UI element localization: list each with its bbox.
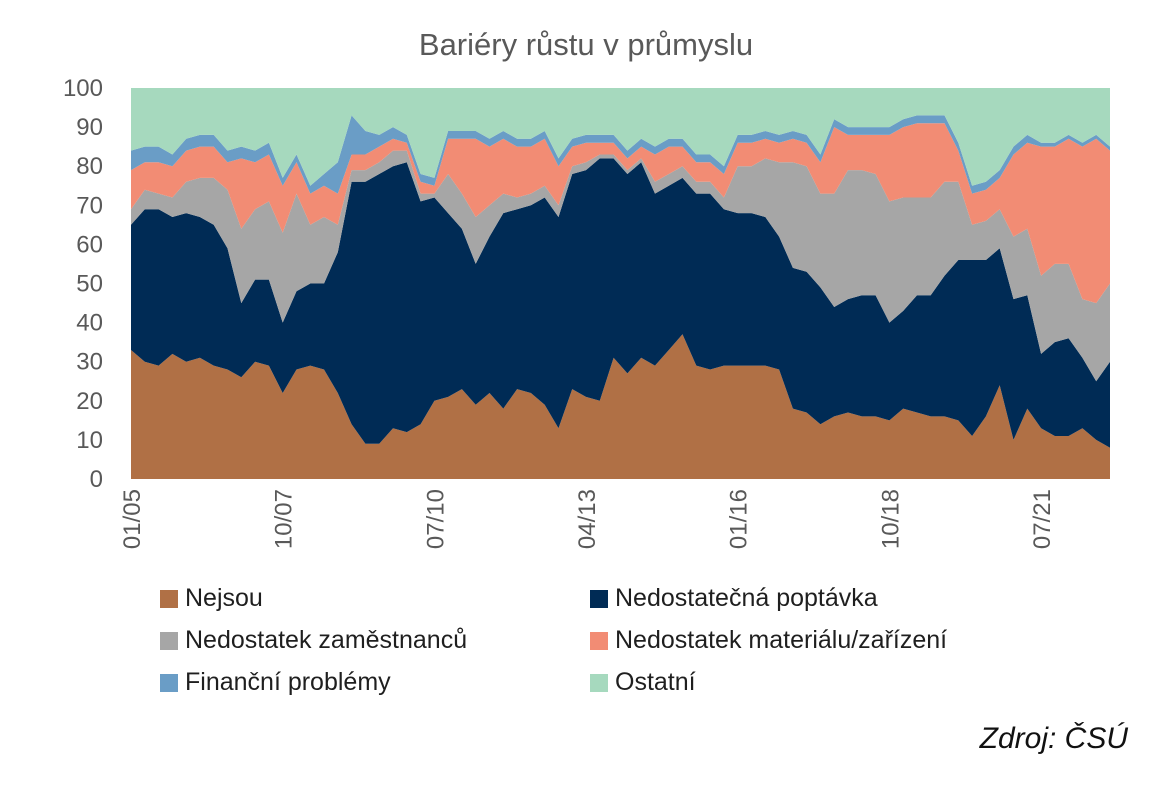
legend-swatch-nedostatecna-poptavka [590,589,608,608]
x-axis: 01/05 10/07 07/10 04/13 01/16 10/18 07/21 [119,489,1056,549]
x-tick-label: 04/13 [574,489,601,549]
x-tick-label: 07/21 [1029,489,1056,549]
y-axis: 0 10 20 30 40 50 60 70 80 90 100 [63,75,103,493]
x-tick-label: 10/07 [271,489,298,549]
legend-swatch-financni-problemy [160,673,178,692]
x-tick-label: 01/05 [119,489,146,549]
legend-swatch-nejsou [160,589,178,608]
legend-swatch-nedostatek-zamestnancu [160,631,178,650]
source-note: Zdroj: ČSÚ [979,722,1128,755]
area-series-0 [131,334,1110,479]
x-tick-label: 10/18 [877,489,904,549]
y-tick-label: 0 [90,466,103,493]
y-tick-label: 90 [76,114,103,141]
y-tick-label: 80 [76,153,103,180]
legend-item-nedostatek-materialu: Nedostatek materiálu/zařízení [590,626,947,655]
y-tick-label: 20 [76,388,103,415]
y-tick-label: 50 [76,271,103,298]
y-tick-label: 60 [76,231,103,258]
legend-item-nejsou: Nejsou [160,584,263,613]
legend-label-nejsou: Nejsou [185,584,263,612]
y-tick-label: 40 [76,310,103,337]
area-series-3 [131,123,1110,304]
area-series-2 [131,150,1110,382]
legend-swatch-ostatni [590,673,608,692]
area-series-1 [131,158,1110,448]
x-tick-label: 07/10 [422,489,449,549]
legend-label-nedostatek-materialu: Nedostatek materiálu/zařízení [615,626,948,654]
legend-label-nedostatecna-poptavka: Nedostatečná poptávka [615,584,878,612]
legend-label-financni-problemy: Finanční problémy [185,668,391,696]
area-series-5 [131,88,1110,186]
y-tick-label: 10 [76,427,103,454]
legend-label-nedostatek-zamestnancu: Nedostatek zaměstnanců [185,626,468,654]
legend-item-ostatni: Ostatní [590,668,696,697]
y-tick-label: 100 [63,75,103,102]
y-tick-label: 70 [76,192,103,219]
y-tick-label: 30 [76,349,103,376]
legend-label-ostatni: Ostatní [615,668,696,696]
legend-item-financni-problemy: Finanční problémy [160,668,391,697]
stacked-areas [131,88,1110,479]
chart-title: Bariéry růstu v průmyslu [419,27,753,62]
x-tick-label: 01/16 [726,489,753,549]
area-series-4 [131,115,1110,194]
legend-swatch-nedostatek-materialu [590,631,608,650]
legend-item-nedostatek-zamestnancu: Nedostatek zaměstnanců [160,626,467,655]
legend-item-nedostatecna-poptavka: Nedostatečná poptávka [590,584,878,613]
